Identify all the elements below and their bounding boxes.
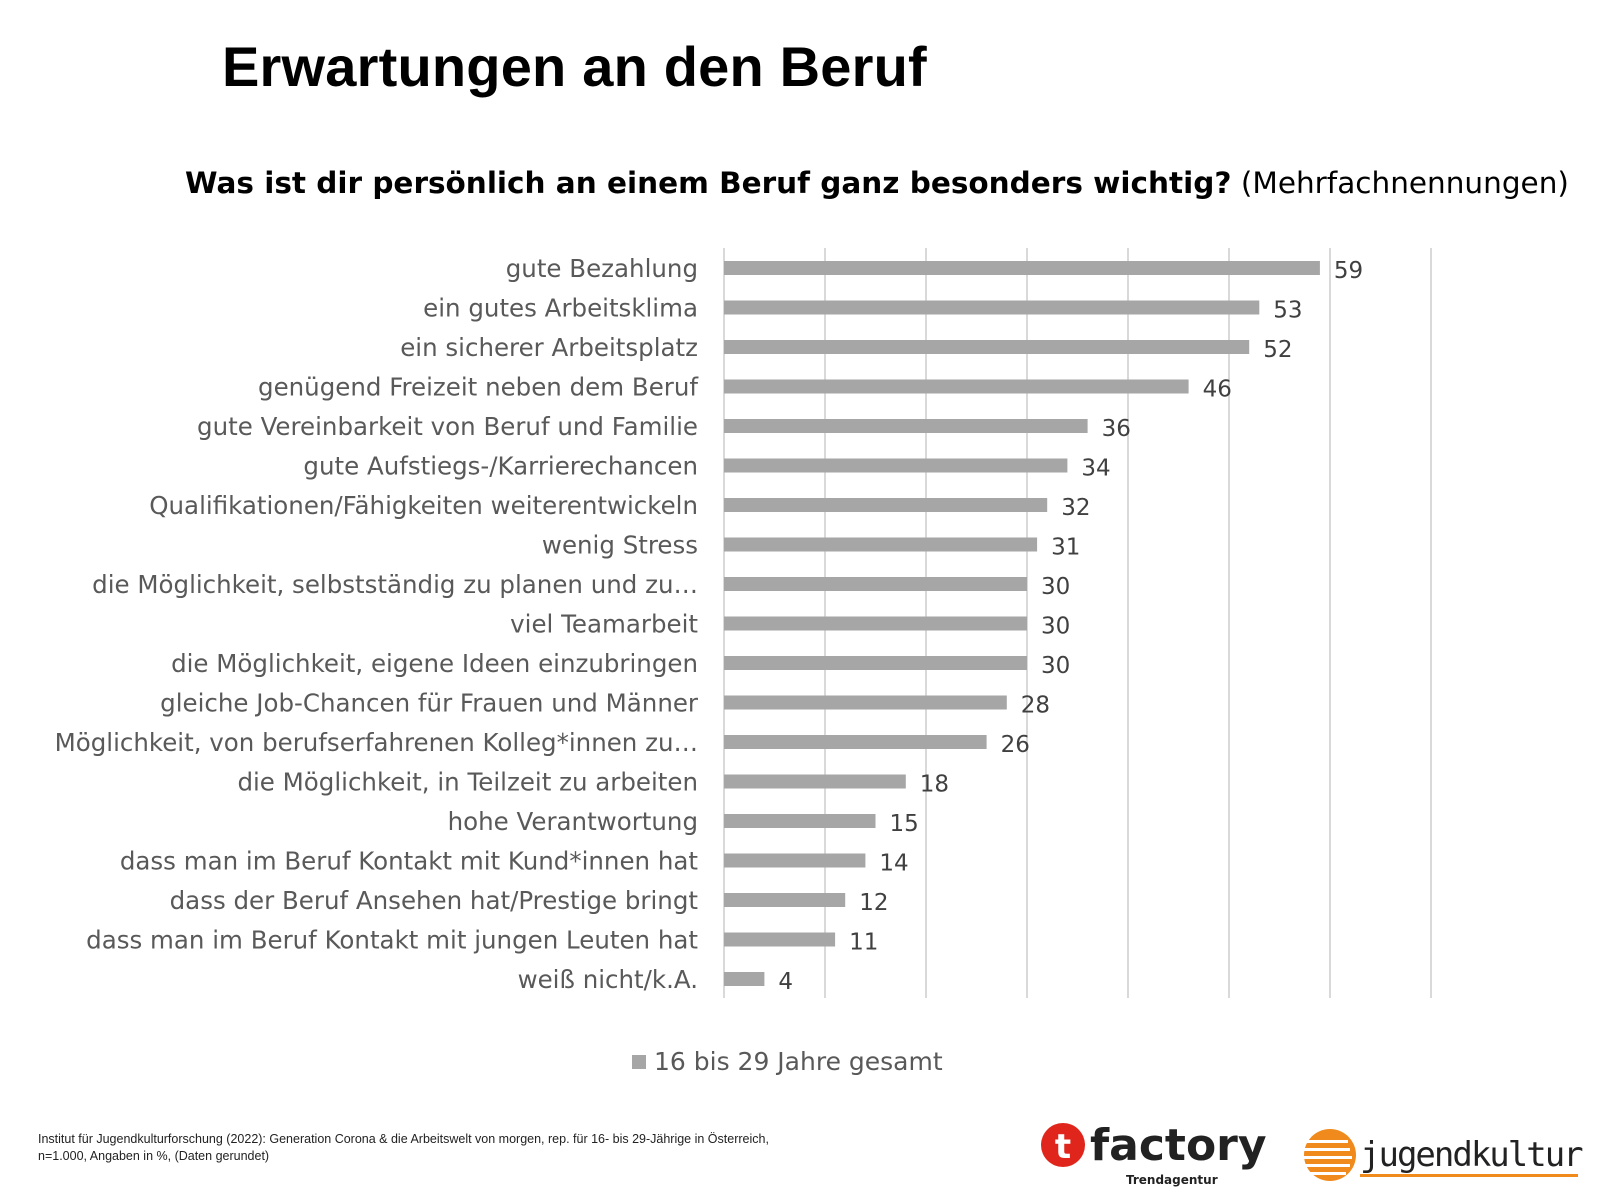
bar [724,893,846,907]
bar [724,972,765,986]
data-label: 34 [1081,456,1110,482]
legend: 16 bis 29 Jahre gesamt [632,1047,943,1076]
category-label: dass man im Beruf Kontakt mit Kund*innen… [120,847,699,876]
data-label: 32 [1061,495,1090,521]
category-label: Möglichkeit, von berufserfahrenen Kolleg… [55,728,698,757]
data-label: 18 [920,772,949,798]
category-label: genügend Freizeit neben dem Beruf [258,373,699,402]
bar [724,498,1048,512]
bar [724,695,1007,710]
category-label: ein gutes Arbeitsklima [423,294,698,323]
source-line-1: Institut für Jugendkulturforschung (2022… [38,1132,769,1146]
category-label: gleiche Job-Chancen für Frauen und Männe… [160,689,699,718]
data-label: 53 [1273,298,1302,324]
data-label: 28 [1021,693,1050,719]
jugendkultur-underline [1360,1174,1578,1177]
data-label: 30 [1041,614,1070,640]
bar [724,419,1088,433]
data-label: 12 [859,890,888,916]
category-label: gute Bezahlung [506,254,698,283]
category-label: gute Vereinbarkeit von Beruf und Familie [197,412,698,441]
tfactory-logo: t factory Trendagentur [1041,1120,1267,1187]
category-label: wenig Stress [542,531,698,560]
data-label: 4 [778,969,793,995]
category-label: dass man im Beruf Kontakt mit jungen Leu… [86,926,698,955]
chart-question: Was ist dir persönlich an einem Beruf ga… [185,166,1569,200]
data-label: 14 [879,851,908,877]
bar [724,814,876,828]
question-main: Was ist dir persönlich an einem Beruf ga… [185,166,1232,200]
bar [724,537,1038,552]
tfactory-circle-icon [1041,1123,1085,1167]
data-label: 30 [1041,574,1070,600]
bars [724,261,1320,986]
data-label: 36 [1102,416,1131,442]
data-label: 30 [1041,653,1070,679]
legend-label: 16 bis 29 Jahre gesamt [654,1047,943,1076]
tfactory-wordmark: factory [1090,1120,1267,1171]
data-label: 31 [1051,535,1080,561]
bar [724,577,1027,591]
data-label: 11 [849,930,878,956]
jugendkultur-wordmark: jugendkultur.at [1360,1135,1588,1175]
category-label: Qualifikationen/Fähigkeiten weiterentwic… [149,491,698,520]
data-label: 26 [1001,732,1030,758]
jugendkultur-sun-icon [1302,1129,1356,1181]
bar [724,735,987,749]
category-label: ein sicherer Arbeitsplatz [400,333,698,362]
data-label: 52 [1263,337,1292,363]
bar [724,458,1068,473]
jugendkultur-logo: jugendkultur.at [1302,1129,1588,1181]
source-line-2: n=1.000, Angaben in %, (Daten gerundet) [38,1149,270,1163]
legend-swatch [632,1055,646,1069]
data-label: 46 [1203,377,1232,403]
category-label: hohe Verantwortung [448,807,698,836]
bar [724,774,906,789]
source-note: Institut für Jugendkulturforschung (2022… [38,1131,978,1165]
category-labels: gute Bezahlung ein gutes Arbeitsklima ein … [55,254,700,994]
bar [724,379,1189,394]
bar [724,656,1027,670]
data-label: 15 [890,811,919,837]
category-label: die Möglichkeit, in Teilzeit zu arbeiten [237,768,698,797]
category-label: die Möglichkeit, selbstständig zu planen… [92,570,698,599]
category-label: dass der Beruf Ansehen hat/Prestige brin… [170,886,699,915]
category-label: die Möglichkeit, eigene Ideen einzubring… [171,649,698,678]
bar [724,340,1250,354]
page-title: Erwartungen an den Beruf [222,35,927,98]
bar [724,853,866,868]
category-label: gute Aufstiegs-/Karrierechancen [303,452,698,481]
bar [724,932,836,947]
bar [724,300,1260,315]
tfactory-icon-letter: t [1055,1127,1071,1167]
data-label: 59 [1334,258,1363,284]
tfactory-tagline: Trendagentur [1126,1173,1218,1187]
category-label: viel Teamarbeit [510,610,698,639]
question-note: (Mehrfachnennungen) [1240,166,1569,200]
bar [724,616,1027,631]
bar [724,261,1320,275]
category-label: weiß nicht/k.A. [518,965,698,994]
